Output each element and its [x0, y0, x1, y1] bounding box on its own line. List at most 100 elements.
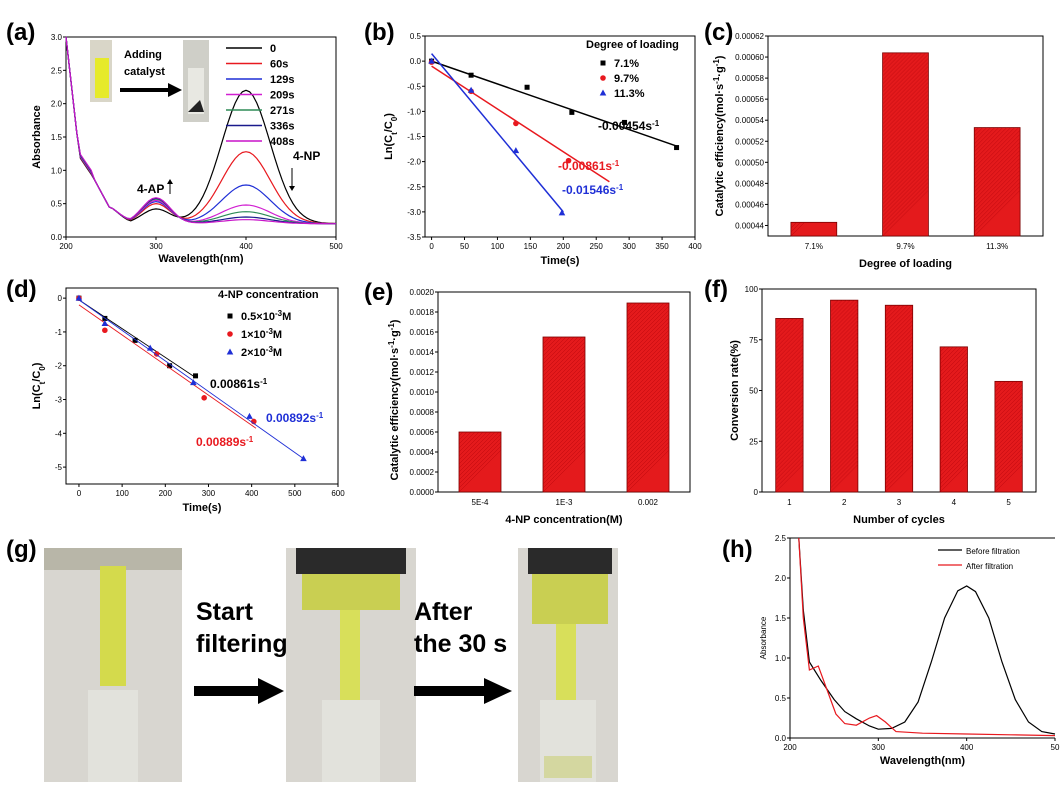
panel-e-hatch — [542, 361, 586, 405]
panel-f-hatch — [939, 416, 968, 445]
arrow2-head — [484, 678, 512, 704]
panel-b-point — [468, 72, 474, 78]
panel-f-hatch — [775, 318, 782, 325]
panel-f-hatch — [830, 400, 859, 429]
panel-a-ann-4np: 4-NP — [293, 149, 320, 163]
panel-d-legend-label: 0.5×10-3M — [241, 309, 291, 324]
panel-f-hatch — [885, 396, 913, 425]
panel-f-hatch — [939, 436, 968, 465]
panel-f-hatch — [830, 372, 859, 401]
panel-e-hatch — [542, 336, 567, 361]
panel-e-hatch — [542, 336, 579, 373]
panel-c-hatch — [882, 52, 918, 89]
panel-d-legend-title: 4-NP concentration — [218, 289, 319, 301]
panel-f-hatch — [830, 440, 859, 469]
panel-d-rate: 0.00889s-1 — [196, 435, 254, 450]
panel-a-legend-label: 60s — [270, 59, 288, 71]
panel-f-hatch — [775, 444, 804, 473]
panel-e-hatch — [458, 431, 492, 465]
panel-e-hatch — [626, 302, 641, 317]
panel-e-xlabel: 4-NP concentration(M) — [505, 514, 622, 526]
panel-h-xtick-label: 50 — [1051, 743, 1060, 752]
panel-f-hatch — [830, 428, 859, 457]
panel-b-ylabel: Ln(Ct/C0) — [383, 113, 399, 160]
panel-f-hatch — [775, 396, 804, 425]
panel-e-ytick-label: 0.0020 — [410, 288, 435, 297]
panel-f-hatch — [994, 381, 1006, 393]
panel-e-hatch — [626, 377, 670, 421]
photo-1-vial — [88, 690, 138, 782]
panel-f-hatch — [775, 320, 804, 349]
panel-d-ylabel: Ln(Ct/C0) — [31, 362, 47, 409]
panel-h-series-after — [798, 537, 1056, 737]
panel-f-hatch — [775, 388, 804, 417]
panel-f-hatch — [939, 460, 968, 489]
panel-e-hatch — [626, 302, 669, 345]
panel-f-hatch — [885, 400, 913, 429]
panel-label-e: (e) — [364, 279, 393, 306]
panel-f-hatch — [830, 432, 859, 461]
panel-c-hatch — [882, 52, 890, 61]
panel-h-ytick-label: 1.5 — [775, 614, 787, 623]
panel-e-hatch — [458, 437, 502, 481]
panel-d-xtick-label: 0 — [77, 489, 82, 498]
panel-g-photos: Start filtering After the 30 s — [44, 548, 618, 782]
panel-e-hatch — [626, 302, 665, 341]
panel-e-hatch — [626, 449, 670, 493]
panel-label-a: (a) — [6, 19, 35, 46]
panel-d-ytick-label: -2 — [55, 362, 63, 371]
panel-h-ytick-label: 0.5 — [775, 694, 787, 703]
panel-c-hatch — [882, 102, 929, 149]
panel-e-hatch — [626, 357, 670, 401]
panel-f-hatch — [994, 448, 1023, 477]
panel-f-hatch — [939, 346, 946, 353]
panel-c-ytick-label: 0.00056 — [735, 95, 764, 104]
panel-f-hatch — [994, 436, 1023, 465]
panel-h-ytick-label: 1.0 — [775, 654, 787, 663]
panel-label-c: (c) — [704, 19, 733, 46]
panel-f-hatch — [830, 364, 859, 393]
panel-e-hatch — [458, 431, 484, 457]
panel-d-xtick-label: 100 — [115, 489, 129, 498]
panel-c-hatch — [882, 94, 929, 141]
panel-c-hatch — [974, 154, 1021, 201]
panel-d-point — [146, 344, 154, 351]
panel-b-xtick-label: 200 — [557, 242, 571, 251]
panel-e-hatch — [458, 431, 472, 445]
panel-b-xtick-label: 300 — [622, 242, 636, 251]
panel-e-ytick-label: 0.0006 — [410, 428, 435, 437]
panel-f-hatch — [830, 384, 859, 413]
panel-f-hatch — [830, 320, 859, 349]
panel-e-hatch — [542, 413, 586, 457]
panel-e-hatch — [626, 437, 670, 481]
panel-f-hatch — [885, 412, 913, 441]
panel-f-hatch — [885, 324, 913, 353]
panel-h-xtick-label: 300 — [872, 743, 886, 752]
panel-c-hatch — [882, 170, 929, 217]
panel-f-hatch — [939, 424, 968, 453]
panel-f-hatch — [830, 396, 859, 425]
panel-e-xtick-label: 1E-3 — [556, 498, 573, 507]
panel-c-hatch — [882, 106, 929, 153]
panel-h-ylabel: Absorbance — [759, 616, 768, 659]
panel-e-hatch — [626, 305, 670, 349]
panel-c-hatch — [974, 127, 1007, 161]
panel-f-hatch — [939, 400, 968, 429]
panel-f-hatch — [885, 328, 913, 357]
panel-c-hatch — [974, 146, 1021, 193]
panel-c-hatch — [882, 154, 929, 201]
panel-a-legend-label: 209s — [270, 90, 294, 102]
photo-3-filtrate — [544, 756, 592, 778]
panel-f-hatch — [830, 376, 859, 405]
panel-f-hatch — [775, 448, 804, 477]
panel-f-hatch — [830, 348, 859, 377]
panel-f-bar-5 — [994, 380, 1023, 493]
panel-label-d: (d) — [6, 276, 37, 303]
panel-c-hatch — [882, 162, 929, 209]
panel-d-legend-label: 2×10-3M — [241, 345, 282, 360]
panel-a-inset: Adding catalyst — [90, 40, 209, 122]
panel-c-hatch — [882, 130, 929, 177]
panel-f-hatch — [830, 444, 859, 473]
panel-e-bar-5E-4 — [458, 431, 502, 493]
panel-d-rate: 0.00861s-1 — [210, 377, 268, 392]
